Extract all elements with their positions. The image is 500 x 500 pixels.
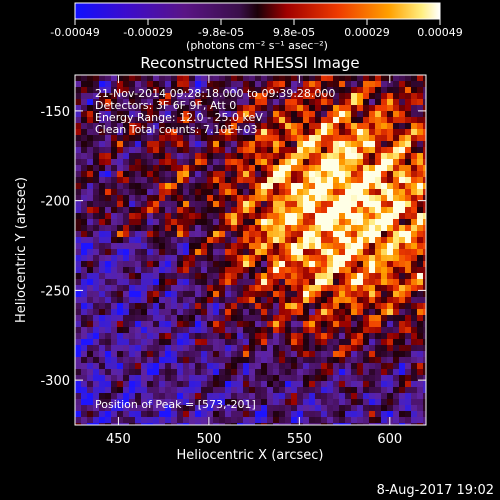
colorbar-tick-label: 0.00049 [417,26,463,39]
annotation-line: Energy Range: 12.0 - 25.0 keV [95,111,263,124]
y-tick-label: -150 [40,105,70,120]
colorbar-tick-label: -9.8e-05 [198,26,244,39]
y-tick-label: -250 [40,284,70,299]
colorbar-tick-label: 9.8e-05 [273,26,315,39]
colorbar-ticks: -0.00049 -0.00029 -9.8e-05 9.8e-05 0.00029 0.… [50,19,463,39]
x-tick-label: 600 [377,432,402,447]
heatmap-cells [75,75,426,425]
annotation-line: Detectors: 3F 6F 9F, Att 0 [95,99,236,112]
colorbar-tick-label: -0.00029 [123,26,172,39]
colorbar [74,2,441,20]
date-stamp: 8-Aug-2017 19:02 [377,483,494,498]
x-tick-label: 550 [287,432,312,447]
annotation-block: 21-Nov-2014 09:28:18.000 to 09:39:28.000… [95,87,335,136]
chart-title: Reconstructed RHESSI Image [140,54,359,72]
colorbar-units: (photons cm⁻² s⁻¹ asec⁻²) [186,39,328,52]
y-axis-label: Heliocentric Y (arcsec) [14,177,29,323]
plot-frame [74,74,427,426]
annotation-line: Clean Total counts: 7.10E+03 [95,123,258,136]
peak-position-label: Position of Peak = [573,-201] [95,398,256,411]
y-tick-label: -300 [40,374,70,389]
axis-ticks: 450 500 550 600 -150 -200 -250 -300 [40,75,426,447]
x-tick-label: 450 [106,432,131,447]
colorbar-tick-label: -0.00049 [50,26,99,39]
annotation-line: 21-Nov-2014 09:28:18.000 to 09:39:28.000 [95,87,335,100]
colorbar-tick-label: 0.00029 [344,26,390,39]
x-tick-label: 500 [196,432,221,447]
y-tick-label: -200 [40,195,70,210]
x-axis-label: Heliocentric X (arcsec) [177,448,324,463]
